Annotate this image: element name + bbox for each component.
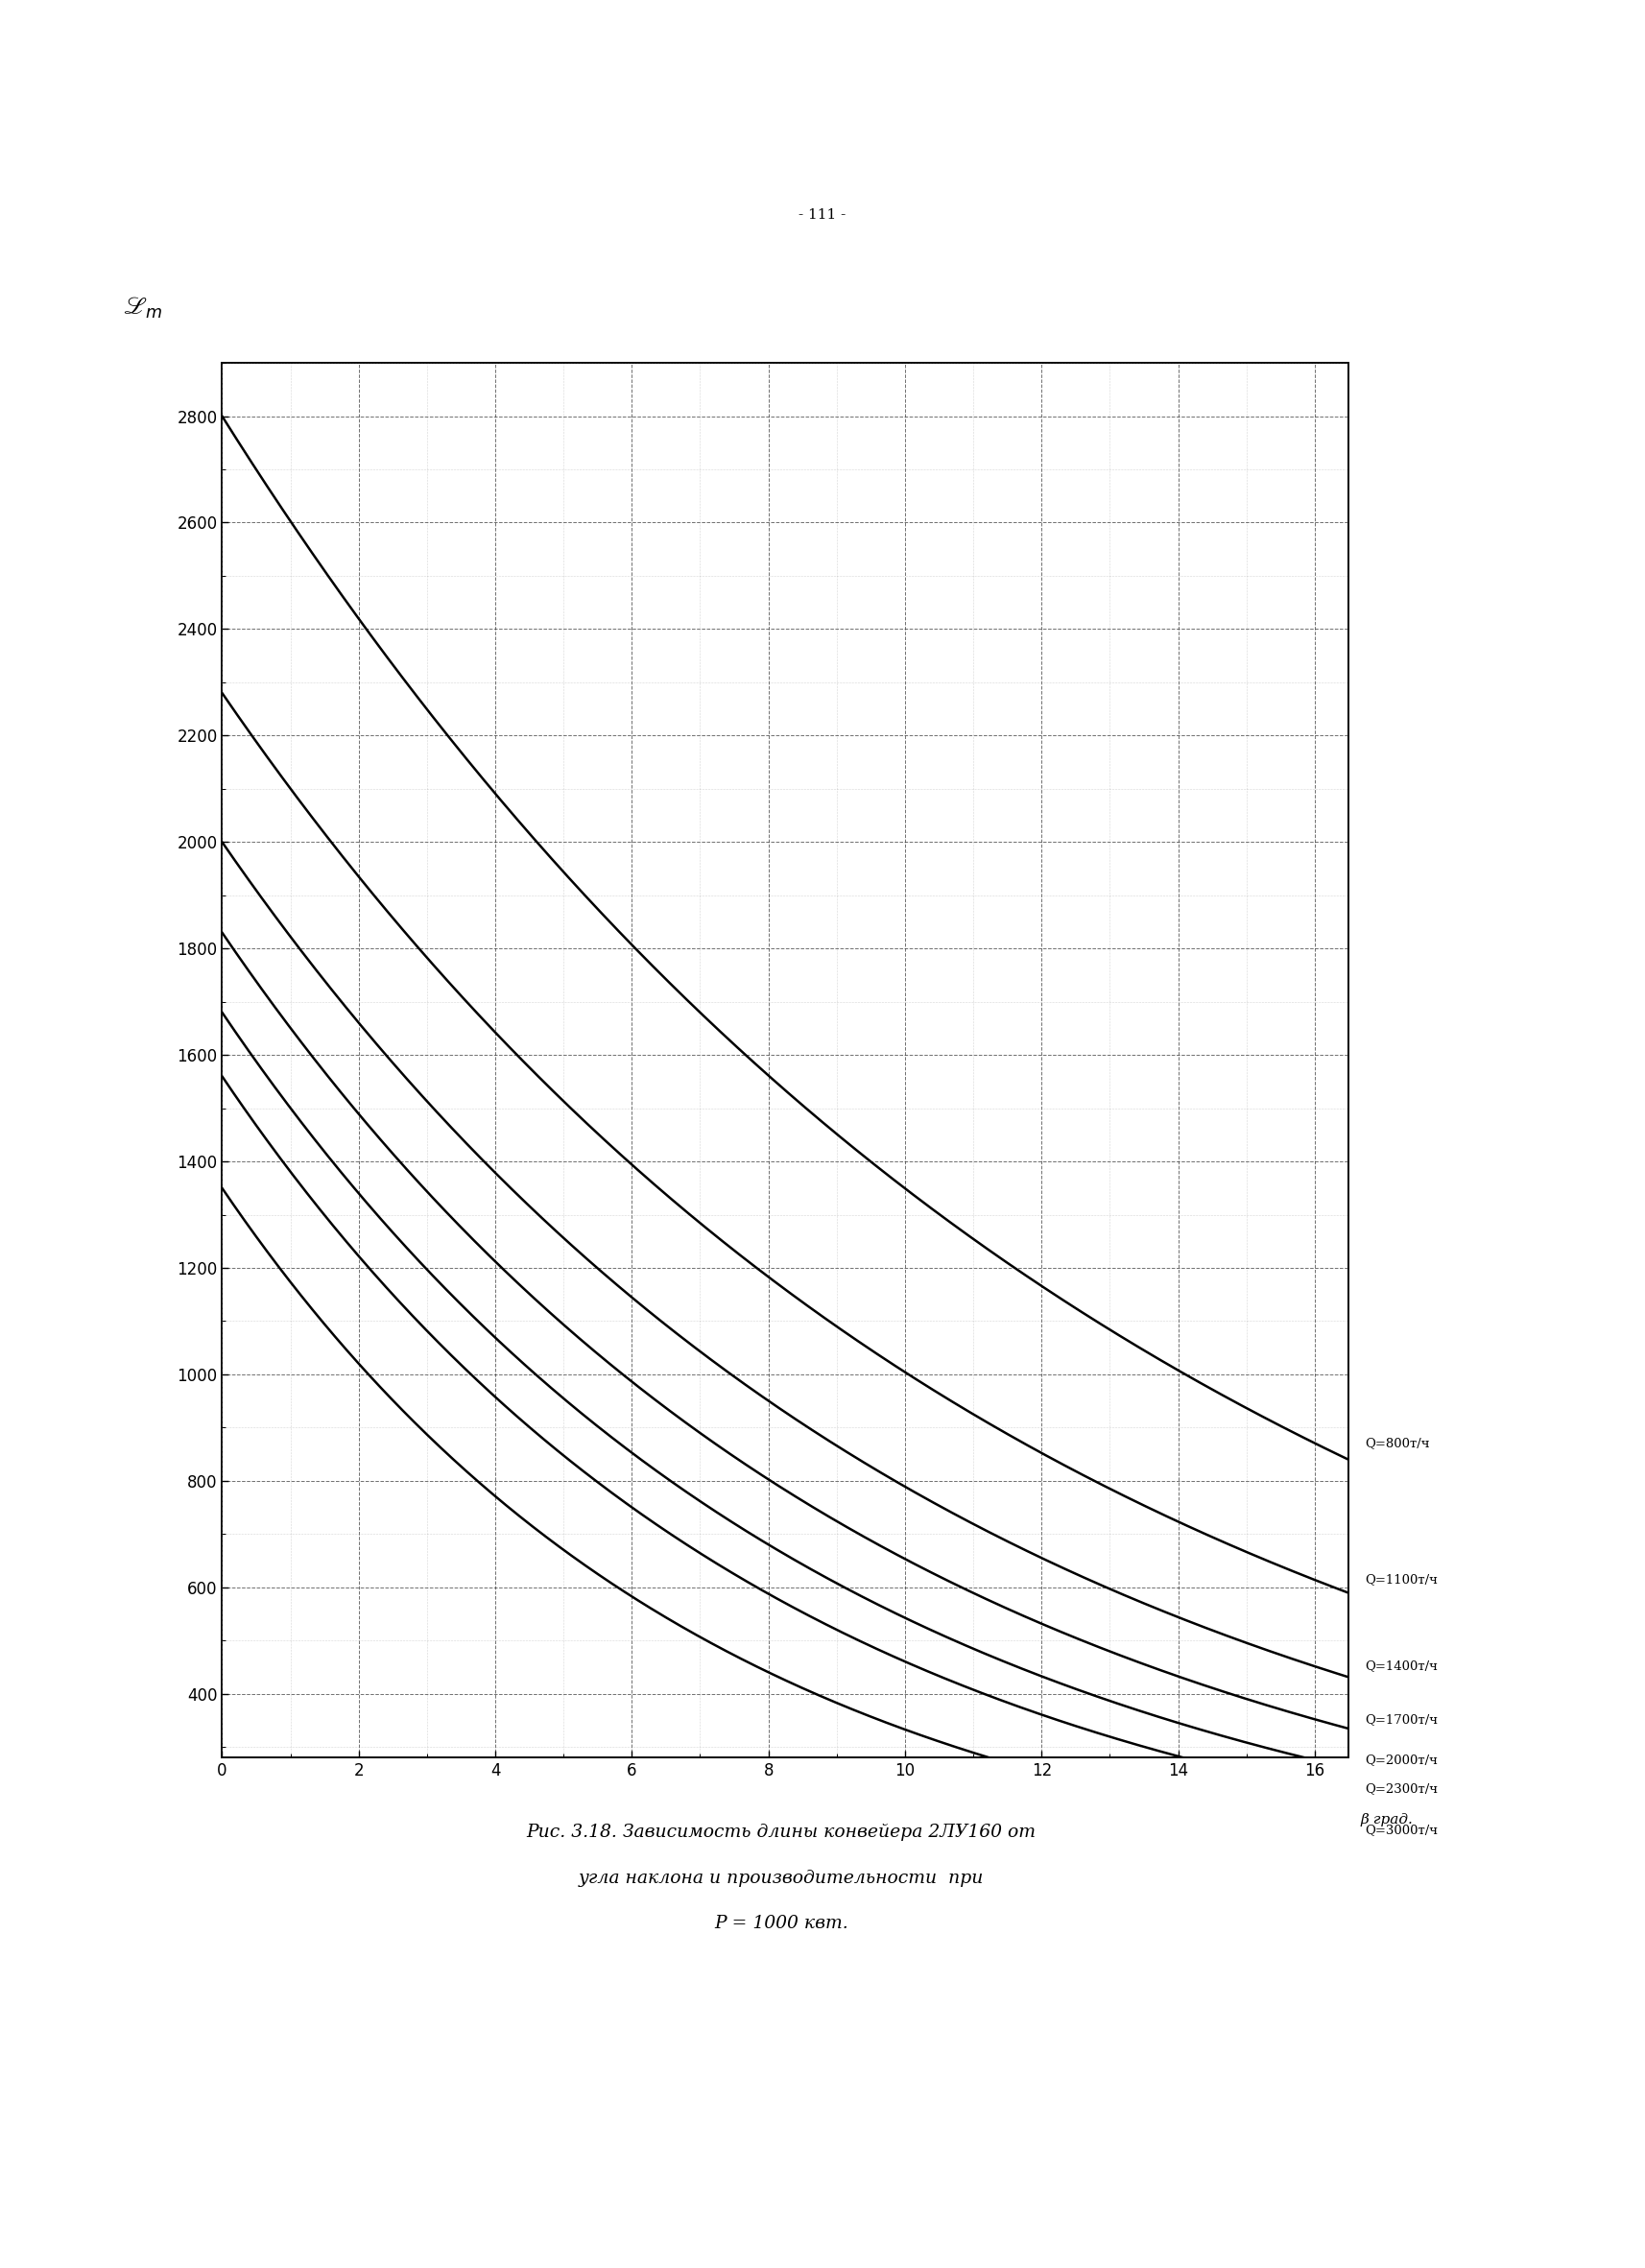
Text: $\mathscr{L}_{\mathit{m}}$: $\mathscr{L}_{\mathit{m}}$ — [123, 295, 163, 322]
Text: P = 1000 квт.: P = 1000 квт. — [714, 1914, 849, 1932]
Text: угла наклона и производительности  при: угла наклона и производительности при — [579, 1869, 984, 1887]
Text: - 111 -: - 111 - — [799, 209, 846, 222]
Text: β град.: β град. — [1360, 1814, 1413, 1828]
Text: Q=2000т/ч: Q=2000т/ч — [1365, 1753, 1438, 1767]
Text: Q=3000т/ч: Q=3000т/ч — [1365, 1823, 1438, 1837]
Text: Рис. 3.18. Зависимость длины конвейера 2ЛУ160 от: Рис. 3.18. Зависимость длины конвейера 2… — [526, 1823, 1036, 1842]
Text: Q=2300т/ч: Q=2300т/ч — [1365, 1783, 1438, 1794]
Text: Q=1100т/ч: Q=1100т/ч — [1365, 1574, 1438, 1585]
Text: Q=800т/ч: Q=800т/ч — [1365, 1438, 1430, 1449]
Text: Q=1400т/ч: Q=1400т/ч — [1365, 1660, 1438, 1672]
Text: Q=1700т/ч: Q=1700т/ч — [1365, 1712, 1438, 1726]
